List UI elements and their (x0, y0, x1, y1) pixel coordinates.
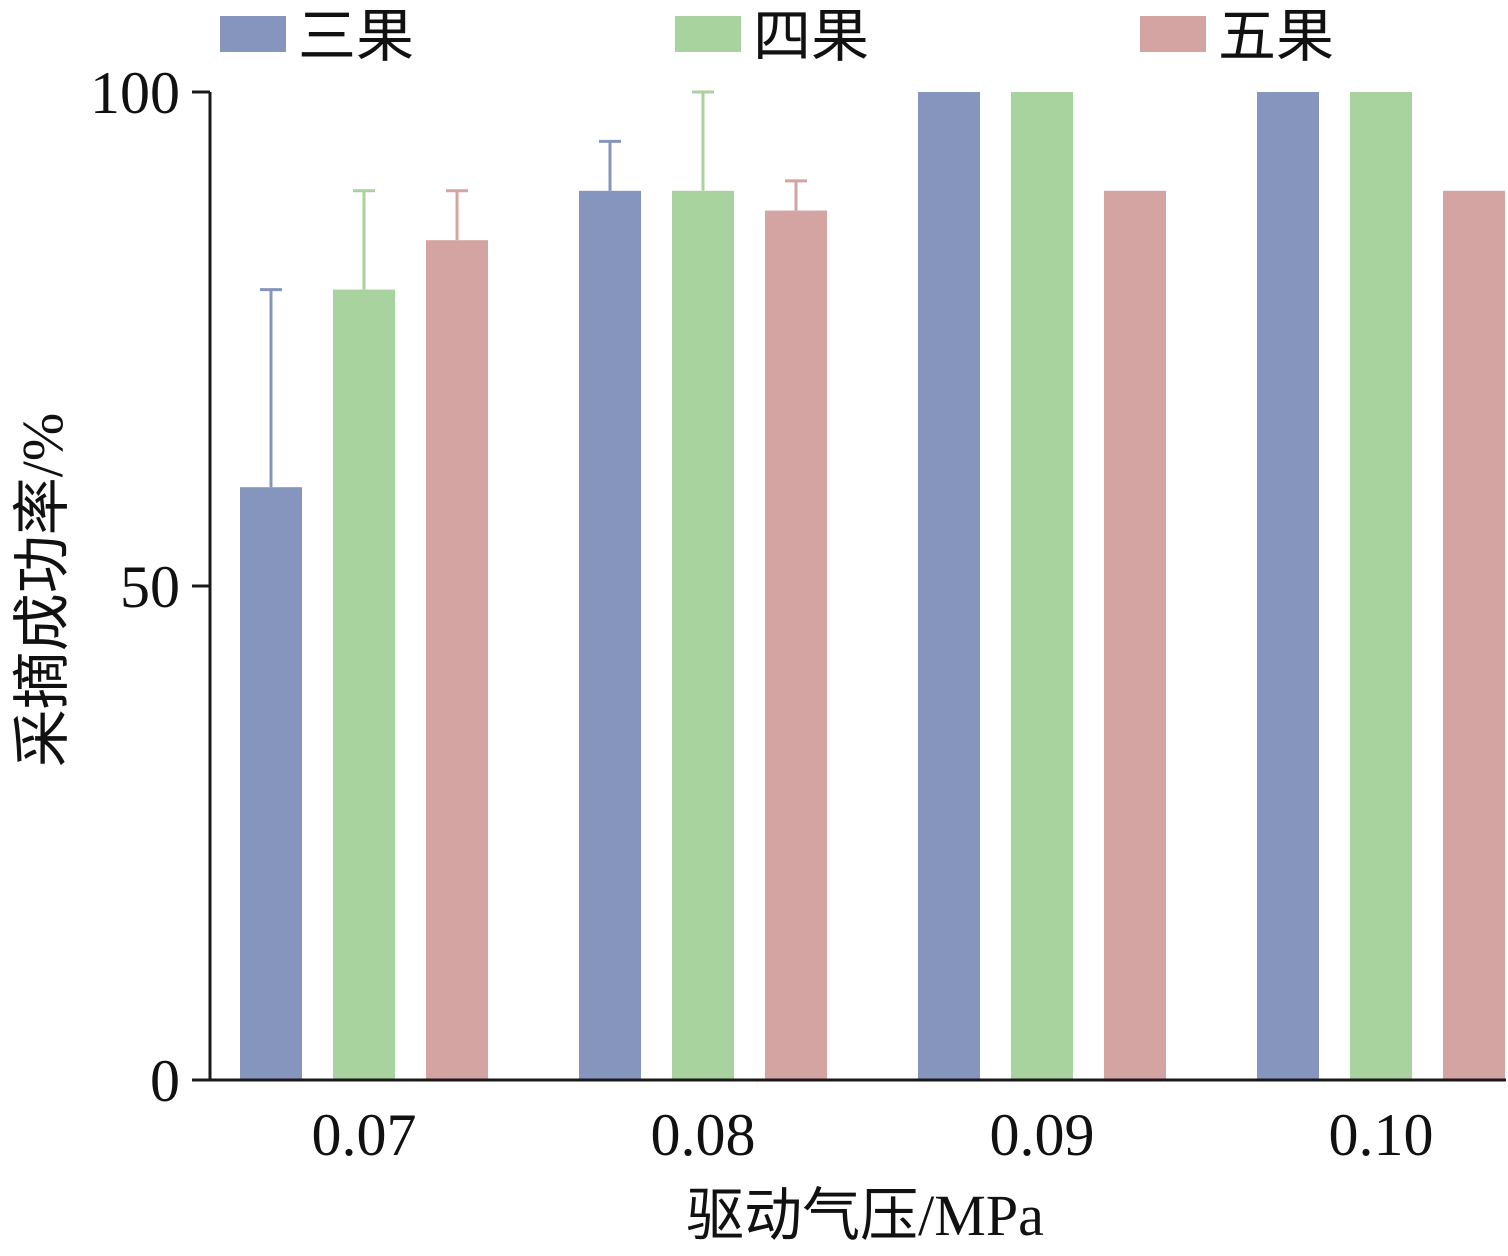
bar-1-0.07 (240, 487, 302, 1080)
bar-3-0.10 (1443, 190, 1505, 1081)
bar-2-0.10 (1350, 92, 1412, 1080)
bars (240, 92, 1505, 1081)
x-tick-label: 0.09 (990, 1102, 1095, 1168)
y-axis-title: 采摘成功率/% (10, 413, 75, 767)
x-tick-label: 0.07 (312, 1102, 417, 1168)
legend: 三果 四果 五果 (220, 4, 1334, 69)
error-bars (260, 90, 807, 488)
bar-1-0.09 (918, 92, 980, 1080)
x-tick-label: 0.08 (651, 1102, 756, 1168)
bar-3-0.09 (1104, 190, 1166, 1081)
bar-3-0.07 (426, 240, 488, 1080)
legend-swatch-2 (675, 16, 741, 52)
y-tick-label: 50 (120, 554, 180, 620)
legend-swatch-1 (220, 16, 286, 52)
bar-2-0.08 (672, 190, 734, 1081)
y-tick-label: 100 (90, 60, 180, 126)
y-tick-label: 0 (150, 1048, 180, 1114)
bar-1-0.08 (579, 190, 641, 1081)
bar-3-0.08 (765, 210, 827, 1080)
y-ticks: 0 50 100 (90, 60, 210, 1114)
bar-2-0.07 (333, 289, 395, 1081)
bar-1-0.10 (1257, 92, 1319, 1080)
legend-swatch-3 (1140, 16, 1206, 52)
bar-2-0.09 (1011, 92, 1073, 1080)
legend-label-1: 三果 (298, 4, 414, 69)
legend-label-2: 四果 (753, 4, 869, 69)
x-axis-title: 驱动气压/MPa (686, 1183, 1044, 1248)
legend-label-3: 五果 (1218, 4, 1334, 69)
x-ticks: 0.07 0.08 0.09 0.10 (312, 1102, 1434, 1168)
x-tick-label: 0.10 (1329, 1102, 1434, 1168)
